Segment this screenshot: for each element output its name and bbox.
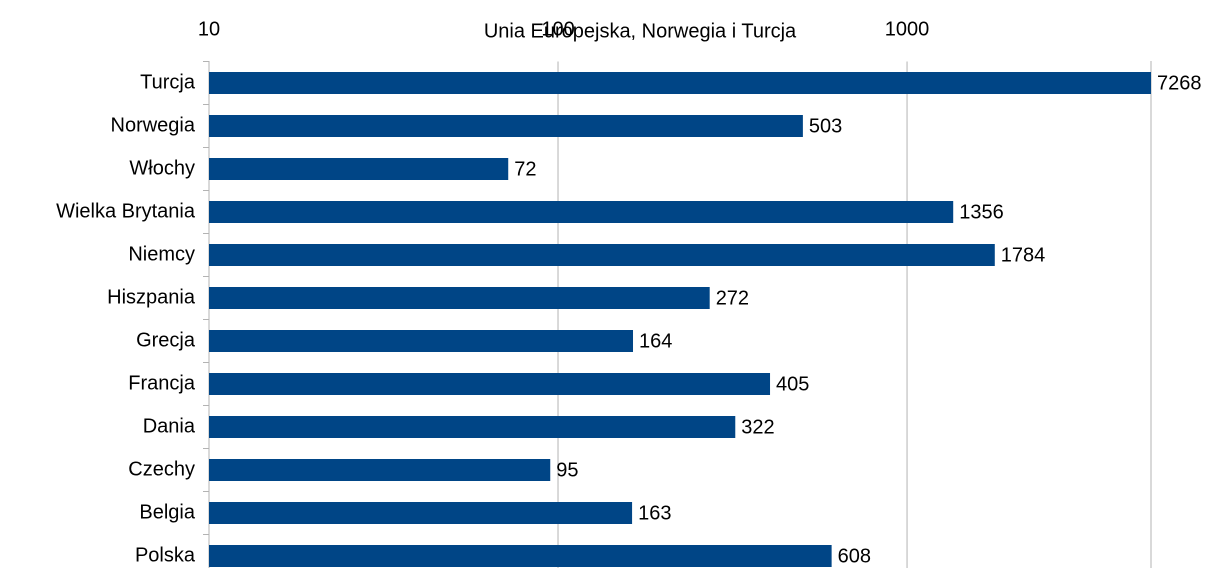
bar [209,330,634,352]
value-label: 7268 [1157,72,1202,94]
y-tick-label: Hiszpania [107,286,196,308]
y-tick-label: Grecja [136,329,196,351]
bar [209,459,551,481]
bar [209,545,832,567]
value-label: 322 [741,416,774,438]
bar [209,373,771,395]
value-label: 608 [838,545,871,567]
y-tick-label: Czechy [128,458,195,480]
bar [209,72,1151,94]
value-label: 503 [809,115,842,137]
y-tick-label: Włochy [129,157,195,179]
bar [209,201,954,223]
value-label: 95 [556,459,578,481]
bar [209,287,710,309]
y-tick-label: Dania [143,415,196,437]
bar [209,502,633,524]
x-tick-label: 100 [541,18,574,40]
value-label: 405 [776,373,809,395]
value-label: 163 [638,502,671,524]
value-label: 272 [716,287,749,309]
bar [209,244,995,266]
value-label: 1356 [959,201,1004,223]
y-tick-label: Turcja [140,71,196,93]
y-tick-label: Norwegia [111,114,196,136]
y-tick-label: Niemcy [128,243,195,265]
value-label: 72 [514,158,536,180]
grid [203,61,908,568]
x-tick-label: 1000 [885,18,930,40]
x-tick-label: 10 [198,18,220,40]
bar [209,416,736,438]
value-label: 1784 [1001,244,1045,266]
value-label: 164 [639,330,672,352]
y-tick-label: Polska [135,544,196,566]
y-tick-label: Belgia [139,501,195,523]
y-tick-label: Wielka Brytania [56,200,196,222]
chart-title: Unia Europejska, Norwegia i Turcja [484,20,797,42]
bar [209,115,803,137]
y-tick-label: Francja [128,372,196,394]
bar [209,158,509,180]
bars [209,72,1151,567]
